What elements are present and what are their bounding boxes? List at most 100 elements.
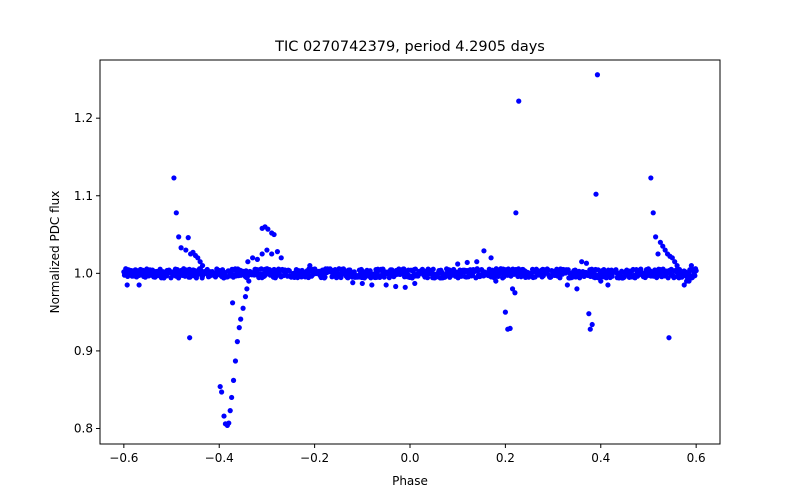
data-point [692,273,698,279]
data-point [136,282,142,288]
data-point [195,255,201,261]
data-point [674,262,680,269]
data-point [359,280,365,287]
data-point [265,226,271,232]
data-point [242,294,249,300]
data-point [650,210,656,216]
data-point [598,278,604,284]
data-point [648,175,654,181]
data-point [227,408,233,414]
data-point [662,247,668,253]
data-point [512,290,518,296]
data-point [219,389,225,395]
data-point [271,231,277,238]
data-point [232,358,239,364]
data-point [605,282,611,288]
data-point [587,326,593,332]
data-point [259,251,265,257]
data-point [455,261,461,267]
chart-title: TIC 0270742379, period 4.2905 days [274,39,545,55]
x-tick-label: −0.6 [109,451,138,465]
y-tick-label: 1.0 [74,266,93,280]
x-tick-label: 0.4 [591,451,610,465]
data-point [693,268,699,274]
data-point [655,251,661,257]
data-point [238,316,244,322]
data-point [393,283,399,290]
y-axis-label: Normalized PDC flux [48,191,62,314]
x-tick-label: 0.0 [400,451,419,465]
data-point [307,262,313,269]
data-point [493,278,499,284]
data-point [502,309,508,315]
data-point [593,191,599,197]
data-point [142,274,148,280]
y-tick-label: 1.2 [74,111,93,125]
data-point [274,249,281,255]
data-point [579,259,585,265]
data-points [121,72,699,428]
data-point [412,280,418,287]
data-point [230,377,237,383]
x-axis-label: Phase [392,474,428,488]
data-point [557,275,563,281]
data-point [246,278,252,284]
data-point [178,245,184,251]
data-point [481,248,487,254]
data-point [124,282,130,288]
data-point [229,394,235,401]
data-point [564,282,570,288]
data-point [171,175,177,181]
data-point [383,282,389,288]
x-tick-label: 0.6 [687,451,706,465]
data-point [322,274,328,280]
data-point [516,98,522,104]
x-axis: −0.6 −0.4 −0.2 0.0 0.2 0.4 0.6 [109,444,706,465]
data-point [589,321,595,328]
data-point [183,247,189,253]
data-point [240,305,246,311]
data-point [583,260,590,266]
data-point [244,286,250,292]
data-point [424,275,431,281]
data-point [657,239,663,245]
data-point [197,259,203,265]
data-point [278,255,284,261]
data-point [509,286,516,292]
data-point [236,325,242,331]
data-point [402,284,408,290]
data-point [660,243,666,249]
data-point [565,267,571,273]
data-point [264,247,270,253]
data-point [212,274,219,280]
x-tick-label: 0.2 [496,451,515,465]
data-point [234,339,240,345]
data-point [221,413,227,419]
data-point [254,256,260,262]
data-point [286,268,292,274]
data-point [500,270,506,276]
data-point [226,420,232,426]
data-point [681,282,687,288]
data-point [586,311,592,317]
data-point [185,235,191,241]
y-tick-label: 0.8 [74,421,93,435]
data-point [488,255,494,261]
data-point [245,259,251,265]
data-point [653,234,659,240]
data-point [665,275,671,281]
data-point [229,300,236,306]
x-tick-label: −0.4 [205,451,234,465]
data-point [679,274,685,280]
data-point [187,335,193,341]
y-tick-label: 0.9 [74,344,93,358]
data-point [176,234,182,240]
y-tick-label: 1.1 [74,189,93,203]
data-point [474,259,480,265]
data-point [430,266,436,272]
data-point [367,268,373,274]
data-point [173,210,179,216]
